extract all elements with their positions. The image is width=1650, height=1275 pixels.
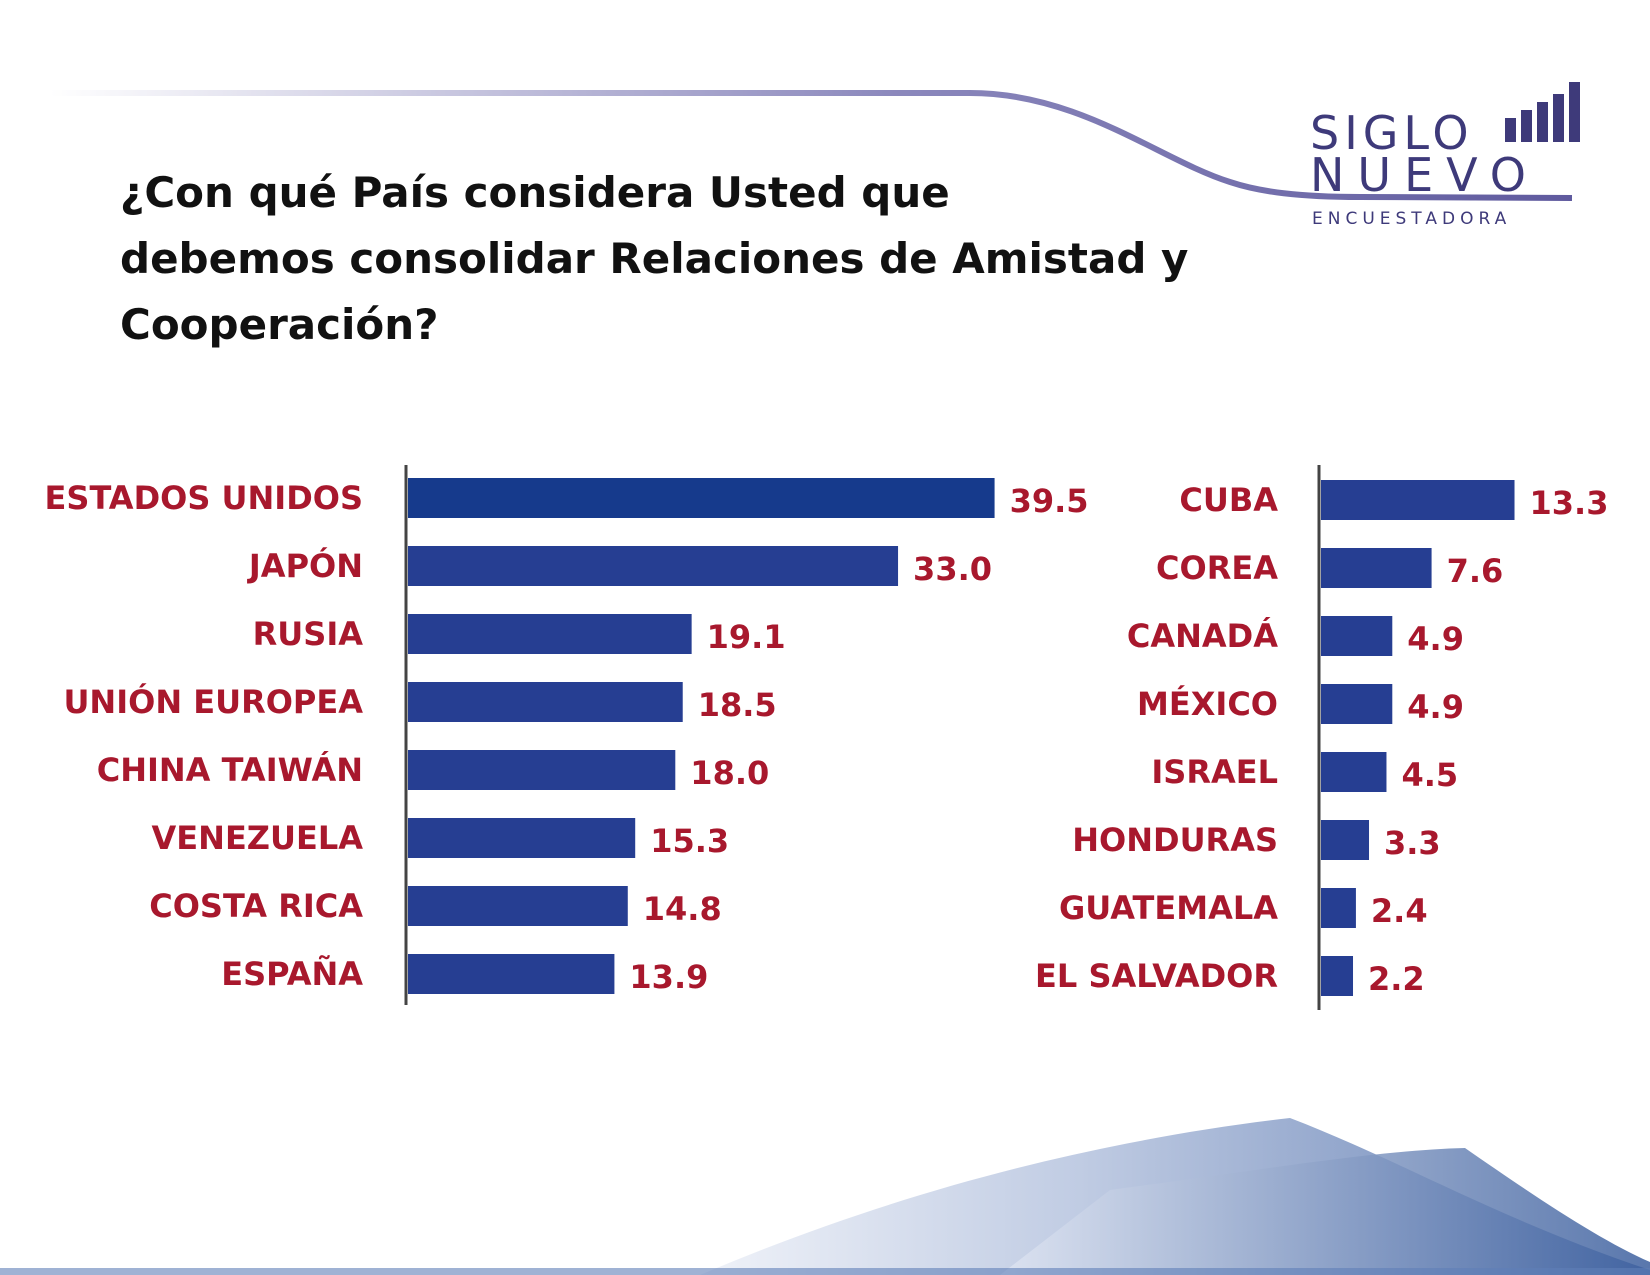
- bar: [408, 750, 676, 790]
- category-label: COREA: [1156, 549, 1278, 587]
- value-label: 39.5: [1010, 482, 1089, 520]
- bar: [408, 886, 628, 926]
- category-label: UNIÓN EUROPEA: [63, 682, 363, 721]
- value-label: 13.9: [629, 958, 708, 996]
- category-label: VENEZUELA: [152, 819, 364, 857]
- bar: [1321, 480, 1515, 520]
- value-label: 2.4: [1371, 892, 1428, 930]
- category-label: CUBA: [1179, 481, 1278, 519]
- bar: [1321, 616, 1393, 656]
- logo-bars-icon: [1505, 82, 1585, 142]
- category-label: GUATEMALA: [1059, 889, 1278, 927]
- bar: [408, 818, 636, 858]
- footer-wave-front: [1000, 1148, 1650, 1275]
- logo-text-nuevo: NUEVO: [1310, 148, 1540, 202]
- chart-1: ESTADOS UNIDOS 39.5 JAPÓN 33.0 RUSIA 19.1 UNIÓ…: [45, 465, 1089, 1005]
- category-label: COSTA RICA: [149, 887, 363, 925]
- value-label: 14.8: [643, 890, 722, 928]
- category-label: JAPÓN: [247, 546, 363, 585]
- value-label: 3.3: [1384, 824, 1441, 862]
- chart-2: CUBA 13.3 COREA 7.6 CANADÁ 4.9 MÉXICO 4.9 ISRAEL…: [1035, 465, 1608, 1010]
- value-label: 18.5: [698, 686, 777, 724]
- bar: [1321, 956, 1354, 996]
- bar: [1321, 820, 1370, 860]
- footer-strip: [0, 1268, 1650, 1275]
- bar: [1321, 548, 1432, 588]
- bar: [1321, 888, 1356, 928]
- category-label: ISRAEL: [1151, 753, 1278, 791]
- bar: [1321, 684, 1393, 724]
- logo-text-encuestadora: ENCUESTADORA: [1312, 209, 1512, 229]
- bar: [1321, 752, 1387, 792]
- bar: [408, 682, 683, 722]
- category-label: ESTADOS UNIDOS: [45, 479, 363, 517]
- category-label: MÉXICO: [1137, 685, 1278, 723]
- value-label: 4.9: [1407, 620, 1464, 658]
- value-label: 4.5: [1401, 756, 1458, 794]
- page-title: ¿Con qué País considera Usted que debemo…: [120, 160, 1520, 358]
- bar: [408, 546, 899, 586]
- category-label: ESPAÑA: [221, 955, 363, 993]
- bar: [408, 954, 615, 994]
- category-label: RUSIA: [253, 615, 364, 653]
- category-label: HONDURAS: [1072, 821, 1278, 859]
- value-label: 4.9: [1407, 688, 1464, 726]
- title-line-2: debemos consolidar Relaciones de Amistad…: [120, 234, 1189, 349]
- bar: [408, 478, 995, 518]
- value-label: 2.2: [1368, 960, 1425, 998]
- value-label: 15.3: [650, 822, 729, 860]
- title-line-1: ¿Con qué País considera Usted que: [120, 168, 950, 217]
- category-label: CHINA TAIWÁN: [97, 751, 363, 789]
- value-label: 13.3: [1530, 484, 1609, 522]
- value-label: 19.1: [707, 618, 786, 656]
- value-label: 33.0: [913, 550, 992, 588]
- value-label: 7.6: [1447, 552, 1504, 590]
- logo-text-siglo: SIGLO: [1310, 106, 1474, 160]
- company-logo: SIGLO NUEVO ENCUESTADORA: [1310, 82, 1582, 232]
- bar: [408, 614, 692, 654]
- value-label: 18.0: [690, 754, 769, 792]
- header-swoosh: [50, 90, 1573, 201]
- category-label: EL SALVADOR: [1035, 957, 1278, 995]
- category-label: CANADÁ: [1127, 617, 1278, 655]
